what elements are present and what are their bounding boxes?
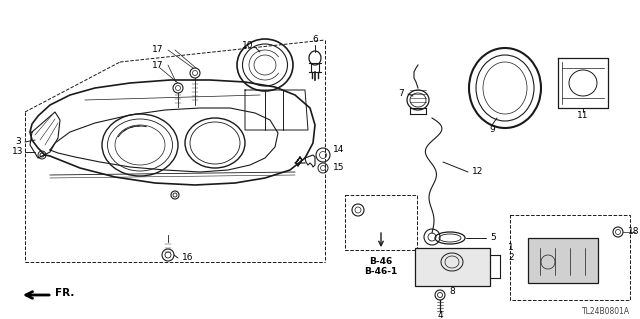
Text: 16: 16: [182, 254, 193, 263]
Bar: [415, 248, 490, 286]
Text: 9: 9: [489, 125, 495, 135]
Text: 4: 4: [437, 311, 443, 319]
Bar: [510, 215, 630, 300]
Text: 13: 13: [12, 147, 24, 157]
Bar: [345, 195, 417, 250]
Text: 8: 8: [449, 287, 455, 296]
Text: 1: 1: [508, 242, 514, 251]
Text: 2: 2: [508, 254, 514, 263]
Text: 10: 10: [241, 41, 253, 49]
Text: 14: 14: [333, 145, 344, 154]
Text: TL24B0801A: TL24B0801A: [582, 308, 630, 316]
Text: B-46: B-46: [369, 257, 392, 266]
Text: 12: 12: [472, 167, 483, 176]
Text: B-46-1: B-46-1: [364, 268, 397, 277]
Text: 17: 17: [152, 46, 163, 55]
Text: 11: 11: [577, 110, 589, 120]
Text: 17: 17: [152, 61, 163, 70]
Text: 15: 15: [333, 164, 344, 173]
Text: 6: 6: [312, 35, 318, 44]
Text: 3: 3: [15, 137, 21, 146]
Text: 18: 18: [628, 227, 639, 236]
Text: 5: 5: [490, 234, 496, 242]
Text: FR.: FR.: [55, 288, 74, 298]
Bar: [528, 238, 598, 283]
Text: 7: 7: [398, 90, 404, 99]
